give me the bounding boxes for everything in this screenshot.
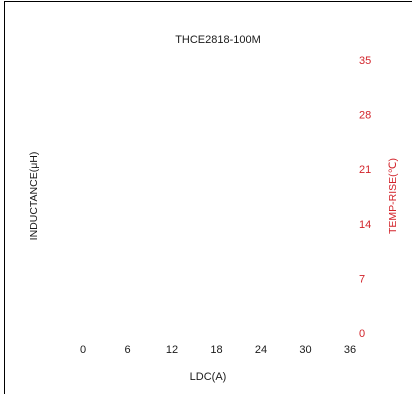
y2-tick-label: 28 — [359, 110, 371, 122]
x-tick-label: 6 — [124, 344, 130, 356]
x-tick-label: 0 — [80, 344, 86, 356]
y2-tick-label: 0 — [359, 328, 365, 340]
x-tick-label: 30 — [299, 344, 311, 356]
x-tick-label: 24 — [255, 344, 267, 356]
y2-tick-labels: 0 7 14 21 28 35 — [359, 55, 371, 340]
y2-tick-label: 35 — [359, 55, 371, 67]
chart-title: THCE2818-100M — [175, 34, 261, 46]
x-tick-label: 18 — [210, 344, 222, 356]
x-tick-label: 12 — [166, 344, 178, 356]
y-axis-label: INDUCTANCE(μH) — [28, 152, 40, 241]
y2-tick-label: 21 — [359, 164, 371, 176]
y2-tick-label: 7 — [359, 273, 365, 285]
x-tick-labels: 0 6 12 18 24 30 36 — [80, 344, 356, 356]
y2-tick-label: 14 — [359, 219, 371, 231]
x-tick-label: 36 — [344, 344, 356, 356]
y2-axis-label: TEMP-RISE(℃) — [387, 158, 399, 234]
x-axis-label: LDC(A) — [190, 371, 227, 383]
